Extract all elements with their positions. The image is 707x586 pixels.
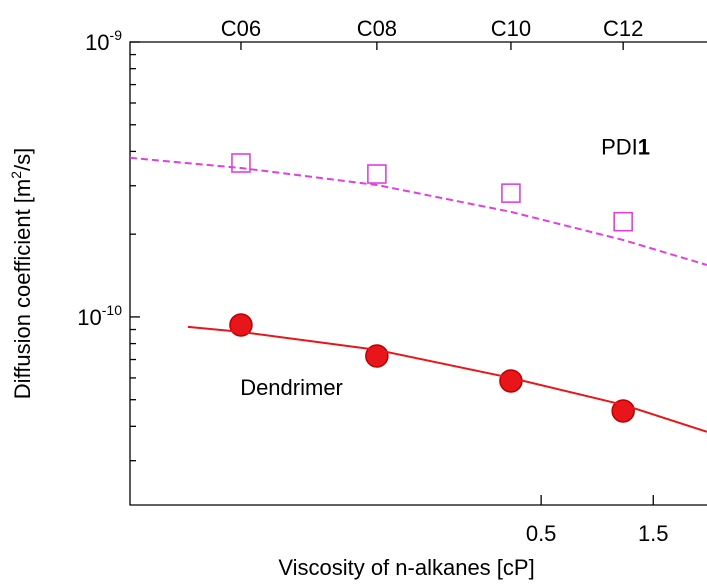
- y-tick-exponent: -10: [102, 302, 122, 318]
- y-axis-title-part: Diffusion coefficient [m: [10, 179, 35, 400]
- y-axis-title-sup: 2: [8, 171, 24, 179]
- circle-marker: [499, 369, 523, 393]
- annotation-part: PDI: [601, 134, 638, 159]
- y-tick-label: 10-10: [77, 302, 122, 330]
- fit-line: [129, 156, 707, 266]
- y-tick-base: 10: [77, 305, 101, 330]
- fit-line: [187, 325, 707, 433]
- annotation-part: 1: [638, 134, 650, 159]
- y-tick-label: 10-9: [85, 27, 122, 55]
- top-category-label: C12: [603, 16, 643, 41]
- circle-marker: [611, 399, 635, 423]
- square-marker: [613, 211, 633, 232]
- top-category-label: C10: [491, 16, 531, 41]
- y-tick-exponent: -9: [110, 27, 123, 43]
- x-tick-label: 0.5: [526, 521, 557, 546]
- y-axis-title: Diffusion coefficient [m2/s]: [8, 148, 35, 400]
- x-axis-title: Viscosity of n-alkanes [cP]: [278, 555, 534, 580]
- annotation: Dendrimer: [240, 375, 343, 400]
- square-marker: [501, 183, 521, 203]
- top-category-label: C06: [221, 16, 261, 41]
- annotation: PDI1: [601, 134, 650, 159]
- top-category-label: C08: [357, 16, 397, 41]
- axis-frame: [129, 41, 707, 506]
- x-tick-label: 1.5: [638, 521, 669, 546]
- square-marker: [367, 164, 387, 184]
- y-tick-base: 10: [85, 30, 109, 55]
- annotation-part: Dendrimer: [240, 375, 343, 400]
- square-marker: [231, 153, 251, 173]
- y-axis-title-part: /s]: [10, 148, 35, 171]
